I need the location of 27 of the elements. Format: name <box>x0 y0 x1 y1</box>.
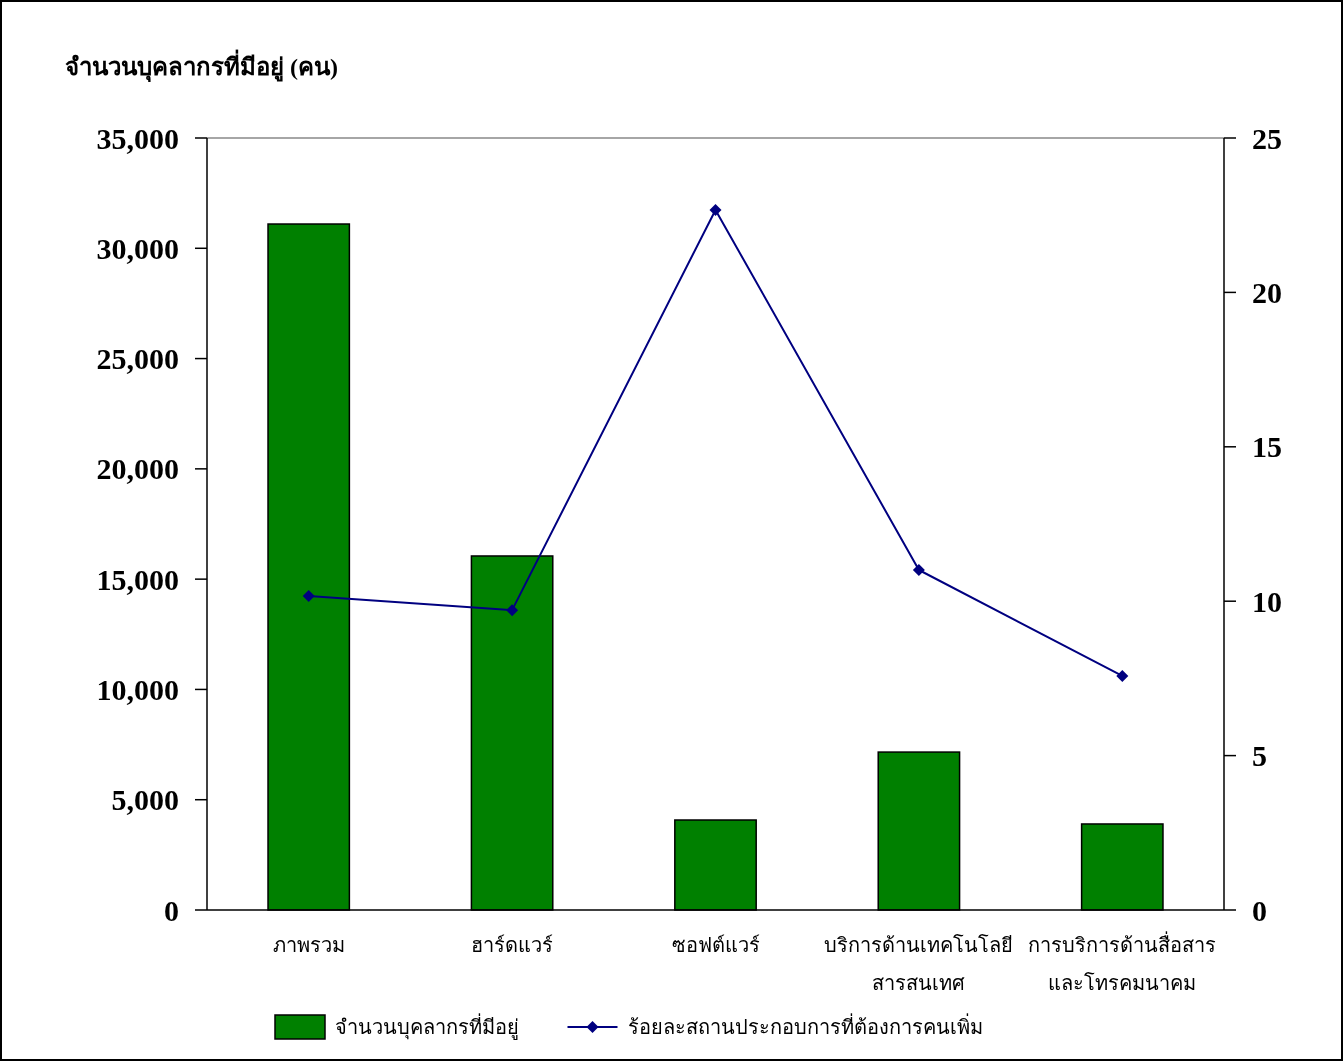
y-tick-label: 25,000 <box>96 342 179 376</box>
y2-tick-label: 20 <box>1252 275 1282 309</box>
x-tick-label: ฮาร์ดแวร์ <box>471 934 554 956</box>
y2-tick-label: 5 <box>1252 739 1267 773</box>
x-tick-label: บริการด้านเทคโนโลยี สารสนเทศ <box>824 934 1014 994</box>
legend-label: จำนวนบุคลากรที่มีอยู่ <box>335 1013 519 1040</box>
y-axis-title: จำนวนบุคลากรที่มีอยู่ (คน) <box>65 49 338 83</box>
x-tick-label: ภาพรวม <box>272 934 345 956</box>
legend-label: ร้อยละสถานประกอบการที่ต้องการคนเพิ่ม <box>627 1013 983 1038</box>
point <box>1116 669 1129 682</box>
y-tick-label: 0 <box>164 893 179 927</box>
y-tick-label: 5,000 <box>111 783 179 817</box>
point <box>506 604 519 617</box>
y2-tick-label: 0 <box>1252 893 1267 927</box>
point <box>912 564 925 577</box>
x-tick-label: การบริการด้านสื่อสาร และโทรคมนาคม <box>1028 931 1217 994</box>
y2-tick-label: 15 <box>1252 430 1282 464</box>
y-tick-label: 10,000 <box>96 672 179 706</box>
x-tick-label: ซอฟต์แวร์ <box>671 934 760 956</box>
y2-tick-label: 25 <box>1252 121 1282 155</box>
y-tick-label: 20,000 <box>96 452 179 486</box>
point <box>302 589 315 602</box>
point <box>709 203 722 216</box>
y-tick-label: 15,000 <box>96 562 179 596</box>
y-tick-label: 35,000 <box>96 121 179 155</box>
y2-tick-label: 10 <box>1252 584 1282 618</box>
y-tick-label: 30,000 <box>96 231 179 265</box>
